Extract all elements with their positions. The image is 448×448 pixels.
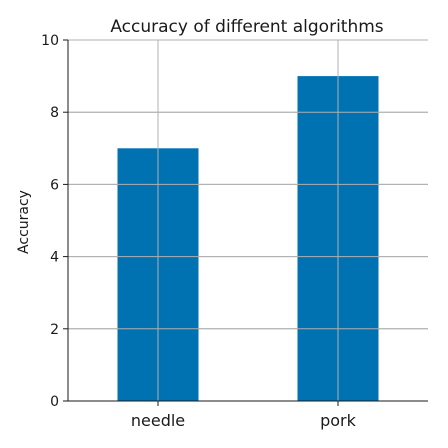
y-tick-label: 6 — [50, 177, 59, 193]
y-tick-label: 8 — [50, 105, 59, 121]
x-tick-label: needle — [131, 411, 185, 430]
y-axis-label: Accuracy — [16, 190, 32, 254]
bars — [68, 39, 428, 402]
y-tick-label: 4 — [50, 250, 59, 266]
x-tick-label: pork — [320, 411, 357, 430]
y-tick-label: 0 — [50, 394, 59, 410]
chart-title: Accuracy of different algorithms — [110, 17, 383, 37]
y-tick-label: 2 — [50, 322, 59, 338]
axes: 0 2 4 6 8 10 needle pork — [41, 33, 428, 430]
y-tick-label: 10 — [41, 33, 59, 49]
